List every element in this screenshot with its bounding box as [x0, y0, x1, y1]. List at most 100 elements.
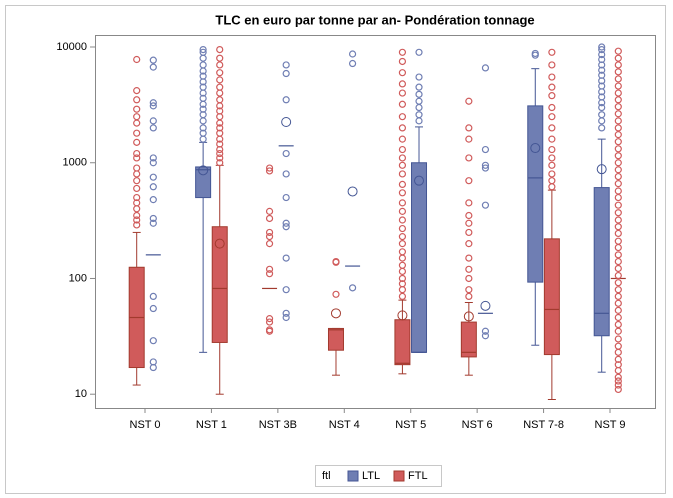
outlier — [614, 264, 622, 273]
outlier — [216, 124, 224, 132]
outlier — [548, 113, 556, 121]
outlier — [614, 166, 622, 174]
x-tick-label: NST 0 — [130, 419, 161, 431]
outlier — [415, 97, 423, 105]
outlier — [614, 299, 622, 307]
outlier — [614, 373, 622, 381]
outlier — [133, 177, 141, 185]
outlier — [398, 48, 407, 56]
mean-marker — [596, 164, 607, 175]
outlier — [133, 55, 141, 64]
outlier — [133, 105, 141, 113]
box — [411, 162, 428, 353]
outlier — [348, 59, 357, 68]
x-tick-label: NST 7-8 — [523, 419, 564, 431]
outlier — [265, 327, 274, 335]
outlier — [614, 251, 622, 259]
outlier — [199, 129, 207, 137]
box — [593, 187, 610, 337]
outlier — [282, 193, 290, 202]
outlier — [614, 152, 622, 160]
outlier — [199, 105, 207, 113]
outlier — [199, 94, 207, 102]
outlier — [415, 73, 423, 81]
outlier — [332, 290, 340, 298]
outlier — [614, 103, 622, 111]
outlier — [481, 327, 490, 335]
outlier — [216, 69, 224, 77]
outlier — [133, 154, 141, 162]
outlier — [398, 199, 407, 207]
outlier — [415, 90, 423, 98]
outlier — [265, 214, 274, 223]
x-tick-label: NST 9 — [595, 419, 626, 431]
outlier — [614, 117, 622, 125]
outlier — [614, 172, 622, 181]
outlier — [614, 257, 622, 266]
outlier — [282, 96, 290, 104]
outlier — [216, 159, 224, 167]
outlier — [149, 56, 157, 64]
mean-marker — [330, 308, 341, 319]
legend-frame — [315, 465, 442, 487]
outlier — [465, 240, 473, 248]
outlier — [548, 135, 556, 143]
outlier — [481, 64, 490, 72]
box — [527, 105, 544, 283]
outlier — [481, 201, 490, 209]
outlier — [614, 306, 622, 314]
outlier — [149, 337, 157, 345]
outlier — [548, 92, 556, 100]
outlier — [548, 103, 556, 112]
outlier — [216, 140, 224, 148]
outlier — [149, 159, 157, 167]
outlier — [614, 361, 622, 369]
outlier — [149, 292, 157, 301]
legend-swatch — [347, 470, 359, 482]
outlier — [398, 274, 407, 283]
outlier — [149, 196, 157, 204]
outlier — [149, 102, 157, 110]
outlier — [398, 292, 407, 301]
outlier — [133, 96, 141, 104]
y-tick-label: 1000 — [63, 157, 87, 169]
outlier — [614, 89, 622, 97]
outlier — [398, 280, 407, 288]
outlier — [598, 111, 606, 119]
outlier — [398, 80, 407, 88]
outlier — [398, 240, 407, 248]
y-tick-label: 10000 — [56, 41, 87, 53]
outlier — [282, 219, 290, 227]
outlier — [149, 117, 157, 125]
outlier — [133, 216, 141, 224]
outlier — [149, 183, 157, 191]
outlier — [598, 103, 606, 112]
outlier — [614, 237, 622, 245]
outlier — [614, 75, 622, 83]
outlier — [614, 286, 622, 294]
outlier — [531, 49, 539, 58]
outlier — [282, 149, 290, 158]
outlier — [398, 124, 407, 132]
outlier — [598, 124, 606, 132]
outlier — [614, 187, 622, 195]
outlier — [199, 72, 207, 80]
outlier — [548, 177, 556, 185]
outlier — [398, 100, 407, 108]
outlier — [282, 313, 290, 322]
outlier — [398, 135, 407, 143]
outlier — [216, 149, 224, 158]
outlier — [548, 145, 556, 154]
outlier — [133, 87, 141, 95]
outlier — [465, 219, 473, 227]
outlier — [133, 211, 141, 220]
outlier — [465, 135, 473, 143]
legend-swatch — [393, 470, 405, 482]
outlier — [216, 129, 224, 137]
box — [543, 238, 560, 356]
mean-marker — [414, 175, 425, 186]
outlier — [614, 292, 622, 301]
outlier — [465, 154, 473, 162]
outlier — [614, 61, 622, 69]
